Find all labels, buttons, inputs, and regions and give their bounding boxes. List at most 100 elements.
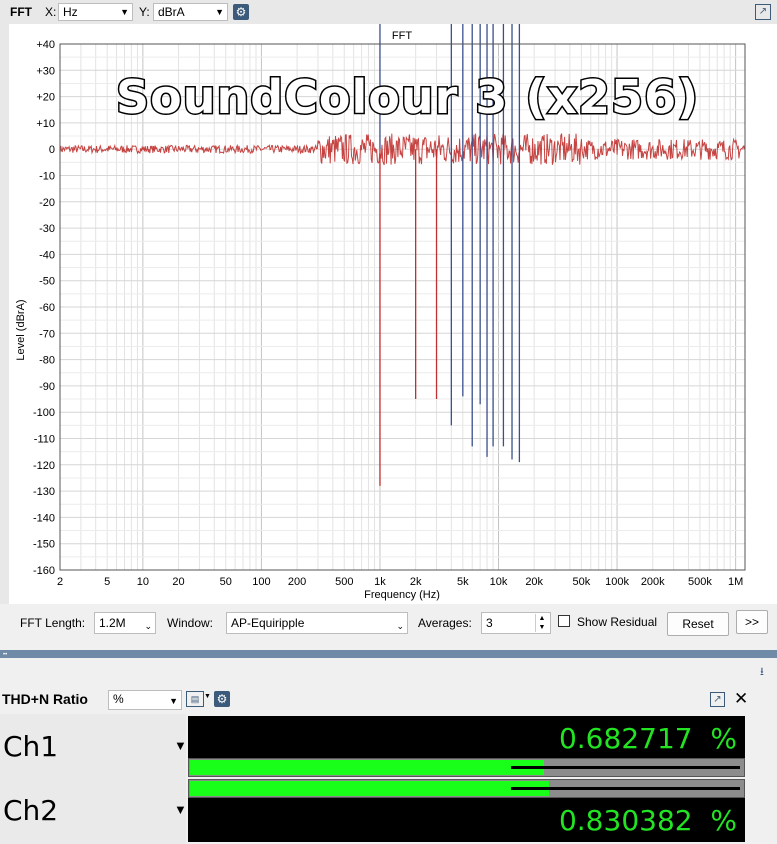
ch2-level-fill xyxy=(190,781,549,796)
channel-row-ch1: Ch1 ▼ xyxy=(0,714,187,781)
ch2-value: 0.830382 % xyxy=(559,804,737,837)
more-button[interactable]: >> xyxy=(736,610,768,634)
grip-icon: •• xyxy=(3,652,8,658)
x-tick-label: 100k xyxy=(605,576,629,588)
show-residual-checkbox[interactable] xyxy=(558,615,570,627)
chevron-down-icon: ⌄ xyxy=(396,621,404,631)
x-tick-label: 100 xyxy=(252,576,270,588)
chevron-down-icon: ▼ xyxy=(120,7,129,17)
x-tick-label: 200 xyxy=(288,576,306,588)
fft-length-label: FFT Length: xyxy=(20,616,86,630)
ch1-level-bar xyxy=(188,758,745,777)
x-tick-label: 200k xyxy=(641,576,665,588)
y-tick-label: -30 xyxy=(39,223,55,235)
averages-stepper[interactable]: 3 ▲ ▼ xyxy=(481,612,551,634)
overlay-title: SoundColour 3 (x256) xyxy=(114,69,700,126)
y-tick-label: -100 xyxy=(33,407,55,419)
ch1-peak-marker xyxy=(511,766,740,769)
x-tick-label: 5 xyxy=(104,576,110,588)
ch2-value-display: 0.830382 % xyxy=(188,798,745,842)
y-tick-label: -160 xyxy=(33,565,55,577)
y-tick-label: -130 xyxy=(33,486,55,498)
channel-name: Ch2 xyxy=(3,794,59,827)
y-axis-label: Y: xyxy=(139,5,150,19)
y-tick-label: -60 xyxy=(39,302,55,314)
fft-controls-bar: FFT Length: 1.2M ⌄ Window: AP-Equiripple… xyxy=(0,604,777,648)
ch2-value-unit: % xyxy=(710,804,737,837)
ch2-level-bar xyxy=(188,779,745,798)
y-tick-label: -120 xyxy=(33,460,55,472)
ch2-value-number: 0.830382 xyxy=(558,804,693,837)
thd-title: THD+N Ratio xyxy=(2,691,88,707)
close-icon[interactable]: ✕ xyxy=(734,689,749,708)
pin-icon[interactable]: ⭳ xyxy=(760,666,764,678)
x-axis-title: Frequency (Hz) xyxy=(364,589,440,601)
stepper-arrows-icon[interactable]: ▲ ▼ xyxy=(535,614,548,632)
y-tick-label: -80 xyxy=(39,355,55,367)
x-tick-label: 1M xyxy=(728,576,743,588)
fft-toolbar: FFT X: Hz ▼ Y: dBrA ▼ ⚙ ↗ xyxy=(0,0,777,25)
y-tick-label: 0 xyxy=(49,144,55,156)
x-unit-select[interactable]: Hz ▼ xyxy=(58,3,133,21)
ch1-level-fill xyxy=(190,760,544,775)
y-tick-label: -50 xyxy=(39,276,55,288)
gear-icon[interactable]: ⚙ xyxy=(233,4,249,20)
x-axis-label: X: xyxy=(45,5,57,19)
thd-toolbar: THD+N Ratio % ▼ ▤ ▼ ⚙ ↗ ✕ xyxy=(0,688,777,712)
x-tick-label: 50 xyxy=(220,576,232,588)
channel-name: Ch1 xyxy=(3,730,59,763)
x-tick-label: 2k xyxy=(410,576,422,588)
y-tick-label: -140 xyxy=(33,512,55,524)
show-residual-label: Show Residual xyxy=(577,615,658,629)
popout-icon[interactable]: ↗ xyxy=(755,4,771,20)
fft-length-select[interactable]: 1.2M ⌄ xyxy=(94,612,156,634)
y-tick-label: -90 xyxy=(39,381,55,393)
panel-splitter[interactable] xyxy=(0,650,777,658)
y-axis-title: Level (dBrA) xyxy=(15,299,27,360)
x-tick-label: 50k xyxy=(573,576,591,588)
ch2-peak-marker xyxy=(511,787,740,790)
ch1-value-unit: % xyxy=(710,722,737,755)
chevron-down-icon[interactable]: ▼ xyxy=(204,693,211,700)
y-tick-label: -20 xyxy=(39,197,55,209)
gear-icon[interactable]: ⚙ xyxy=(214,691,230,707)
meter-view-icon[interactable]: ▤ xyxy=(186,691,204,707)
series-line-1 xyxy=(59,133,746,166)
reset-button[interactable]: Reset xyxy=(667,612,729,636)
window-select[interactable]: AP-Equiripple ⌄ xyxy=(226,612,408,634)
y-unit-value: dBrA xyxy=(158,5,185,19)
thd-unit-value: % xyxy=(113,692,124,706)
chevron-down-icon: ▼ xyxy=(169,696,178,706)
window-label: Window: xyxy=(167,616,214,630)
chevron-down-icon: ⌄ xyxy=(144,621,152,631)
y-tick-label: +10 xyxy=(36,118,55,130)
popout-icon[interactable]: ↗ xyxy=(710,692,725,707)
fft-graph-panel xyxy=(0,24,777,604)
ch1-value-display: 0.682717 % xyxy=(188,716,745,758)
window-value: AP-Equiripple xyxy=(231,616,305,630)
x-tick-label: 1k xyxy=(374,576,386,588)
y-tick-label: -110 xyxy=(34,434,55,446)
y-tick-label: -70 xyxy=(39,328,55,340)
y-tick-label: -10 xyxy=(39,171,55,183)
y-tick-label: -150 xyxy=(33,539,55,551)
y-tick-label: -40 xyxy=(39,249,55,261)
channel-menu-icon[interactable]: ▼ xyxy=(174,802,187,817)
thd-unit-select[interactable]: % ▼ xyxy=(108,690,182,710)
ch1-value: 0.682717 % xyxy=(559,722,737,755)
x-tick-label: 500k xyxy=(688,576,712,588)
y-tick-label: +20 xyxy=(36,92,55,104)
x-tick-label: 500 xyxy=(335,576,353,588)
chart-title: FFT xyxy=(392,30,412,42)
y-unit-select[interactable]: dBrA ▼ xyxy=(153,3,228,21)
fft-chart[interactable]: FFT +40 +30 +20 +10 0 -10 -20 -30 -40 -50 -60 -70 -8… xyxy=(0,24,777,604)
ch1-value-number: 0.682717 xyxy=(558,722,693,755)
x-tick-label: 10k xyxy=(490,576,508,588)
plot-frame xyxy=(59,43,746,571)
fft-title: FFT xyxy=(10,5,32,19)
x-tick-label: 5k xyxy=(457,576,469,588)
channel-menu-icon[interactable]: ▼ xyxy=(174,738,187,753)
x-tick-label: 2 xyxy=(57,576,63,588)
y-tick-label: +30 xyxy=(36,65,55,77)
averages-value: 3 xyxy=(486,616,493,630)
